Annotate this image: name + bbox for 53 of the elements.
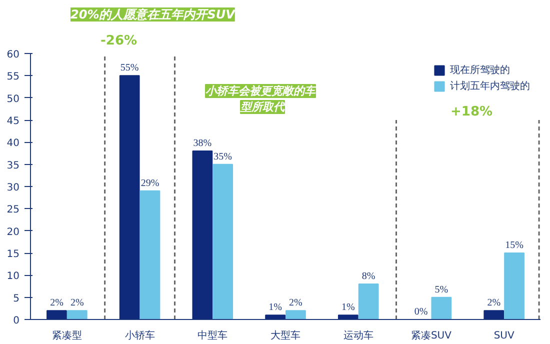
y-tick-label: 35 [6,160,20,172]
y-tick-label: 25 [6,204,20,216]
data-label: 2% [289,298,302,309]
legend-label: 现在所驾驶的 [450,64,510,77]
y-tick-label: 30 [6,182,20,194]
bar [358,284,379,320]
bar [265,314,286,320]
bar [338,314,358,320]
bar [66,310,88,320]
data-label: 1% [268,302,282,314]
annotation: +18% [450,104,493,120]
legend-label: 计划五年内驾驶的 [450,80,530,93]
data-label: 38% [193,138,212,150]
data-label: 35% [214,151,232,162]
y-tick-label: 0 [13,316,20,326]
bar [192,150,213,320]
text: 20%的人愿意在五年内开SUV [70,8,237,22]
annotation: 小轿车会被更宽敞的车型所取代 [206,84,318,114]
y-tick-label: 40 [6,138,20,150]
data-label: 0% [414,306,428,318]
x-tick-label: 紧凑SUV [410,330,452,342]
bar [484,310,504,320]
x-tick-label: 紧凑型 [52,330,82,342]
bar [212,164,234,320]
y-tick-label: 20 [6,226,20,238]
x-tick-label: 大型车 [270,330,300,342]
y-tick-label: 10 [6,271,20,282]
data-label: 8% [362,271,376,282]
bar [140,190,160,320]
y-tick-label: 45 [6,116,20,127]
data-label: 2% [50,298,64,309]
bar [46,310,67,320]
x-tick-label: 小轿车 [124,330,155,342]
y-tick-label: 5 [13,293,20,304]
x-tick-label: 运动车 [343,330,374,342]
data-label: 2% [487,298,501,309]
bar [431,296,452,320]
data-label: 2% [70,298,84,309]
data-label: 15% [505,240,524,251]
data-label: 55% [120,62,139,74]
bar [286,310,306,320]
y-tick-label: 60 [6,50,20,60]
data-label: 29% [140,178,160,189]
bar [119,75,140,320]
data-label: 5% [434,284,448,296]
y-tick-label: 50 [6,94,20,105]
data-label: 1% [341,302,355,314]
x-tick-label: SUV [494,330,514,342]
y-tick-label: 15 [6,249,20,260]
text: -26% [100,34,138,48]
x-tick-label: 中型车 [198,330,228,342]
y-tick-label: 55 [6,72,20,83]
bar [504,252,524,320]
